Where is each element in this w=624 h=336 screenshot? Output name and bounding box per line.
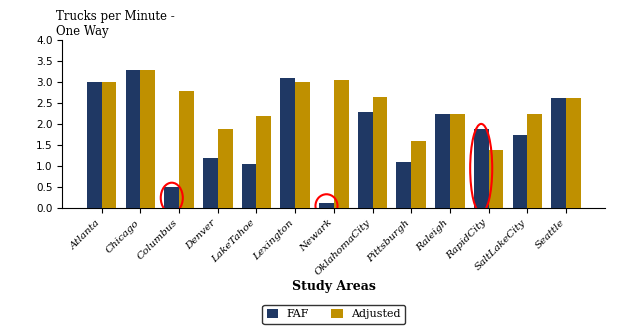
Bar — [218, 128, 233, 208]
Legend: FAF, Adjusted: FAF, Adjusted — [262, 305, 406, 324]
Bar — [256, 116, 271, 208]
Bar — [140, 70, 155, 208]
Bar — [450, 114, 465, 208]
Bar — [102, 82, 117, 208]
Bar — [87, 82, 102, 208]
Bar — [474, 128, 489, 208]
Bar — [373, 97, 388, 208]
Bar — [203, 158, 218, 208]
Bar — [280, 78, 295, 208]
Bar — [295, 82, 310, 208]
Bar — [551, 98, 566, 208]
Bar — [396, 162, 411, 208]
Bar — [126, 70, 140, 208]
Bar — [179, 91, 194, 208]
Bar — [411, 141, 426, 208]
Bar — [527, 114, 542, 208]
Bar — [241, 164, 256, 208]
Bar — [319, 203, 334, 208]
X-axis label: Study Areas: Study Areas — [292, 280, 376, 293]
Bar — [358, 112, 373, 208]
Bar — [165, 187, 179, 208]
Bar — [435, 114, 450, 208]
Text: Trucks per Minute -
One Way: Trucks per Minute - One Way — [56, 10, 175, 38]
Bar — [489, 150, 503, 208]
Bar — [566, 98, 580, 208]
Bar — [512, 135, 527, 208]
Bar — [334, 80, 349, 208]
